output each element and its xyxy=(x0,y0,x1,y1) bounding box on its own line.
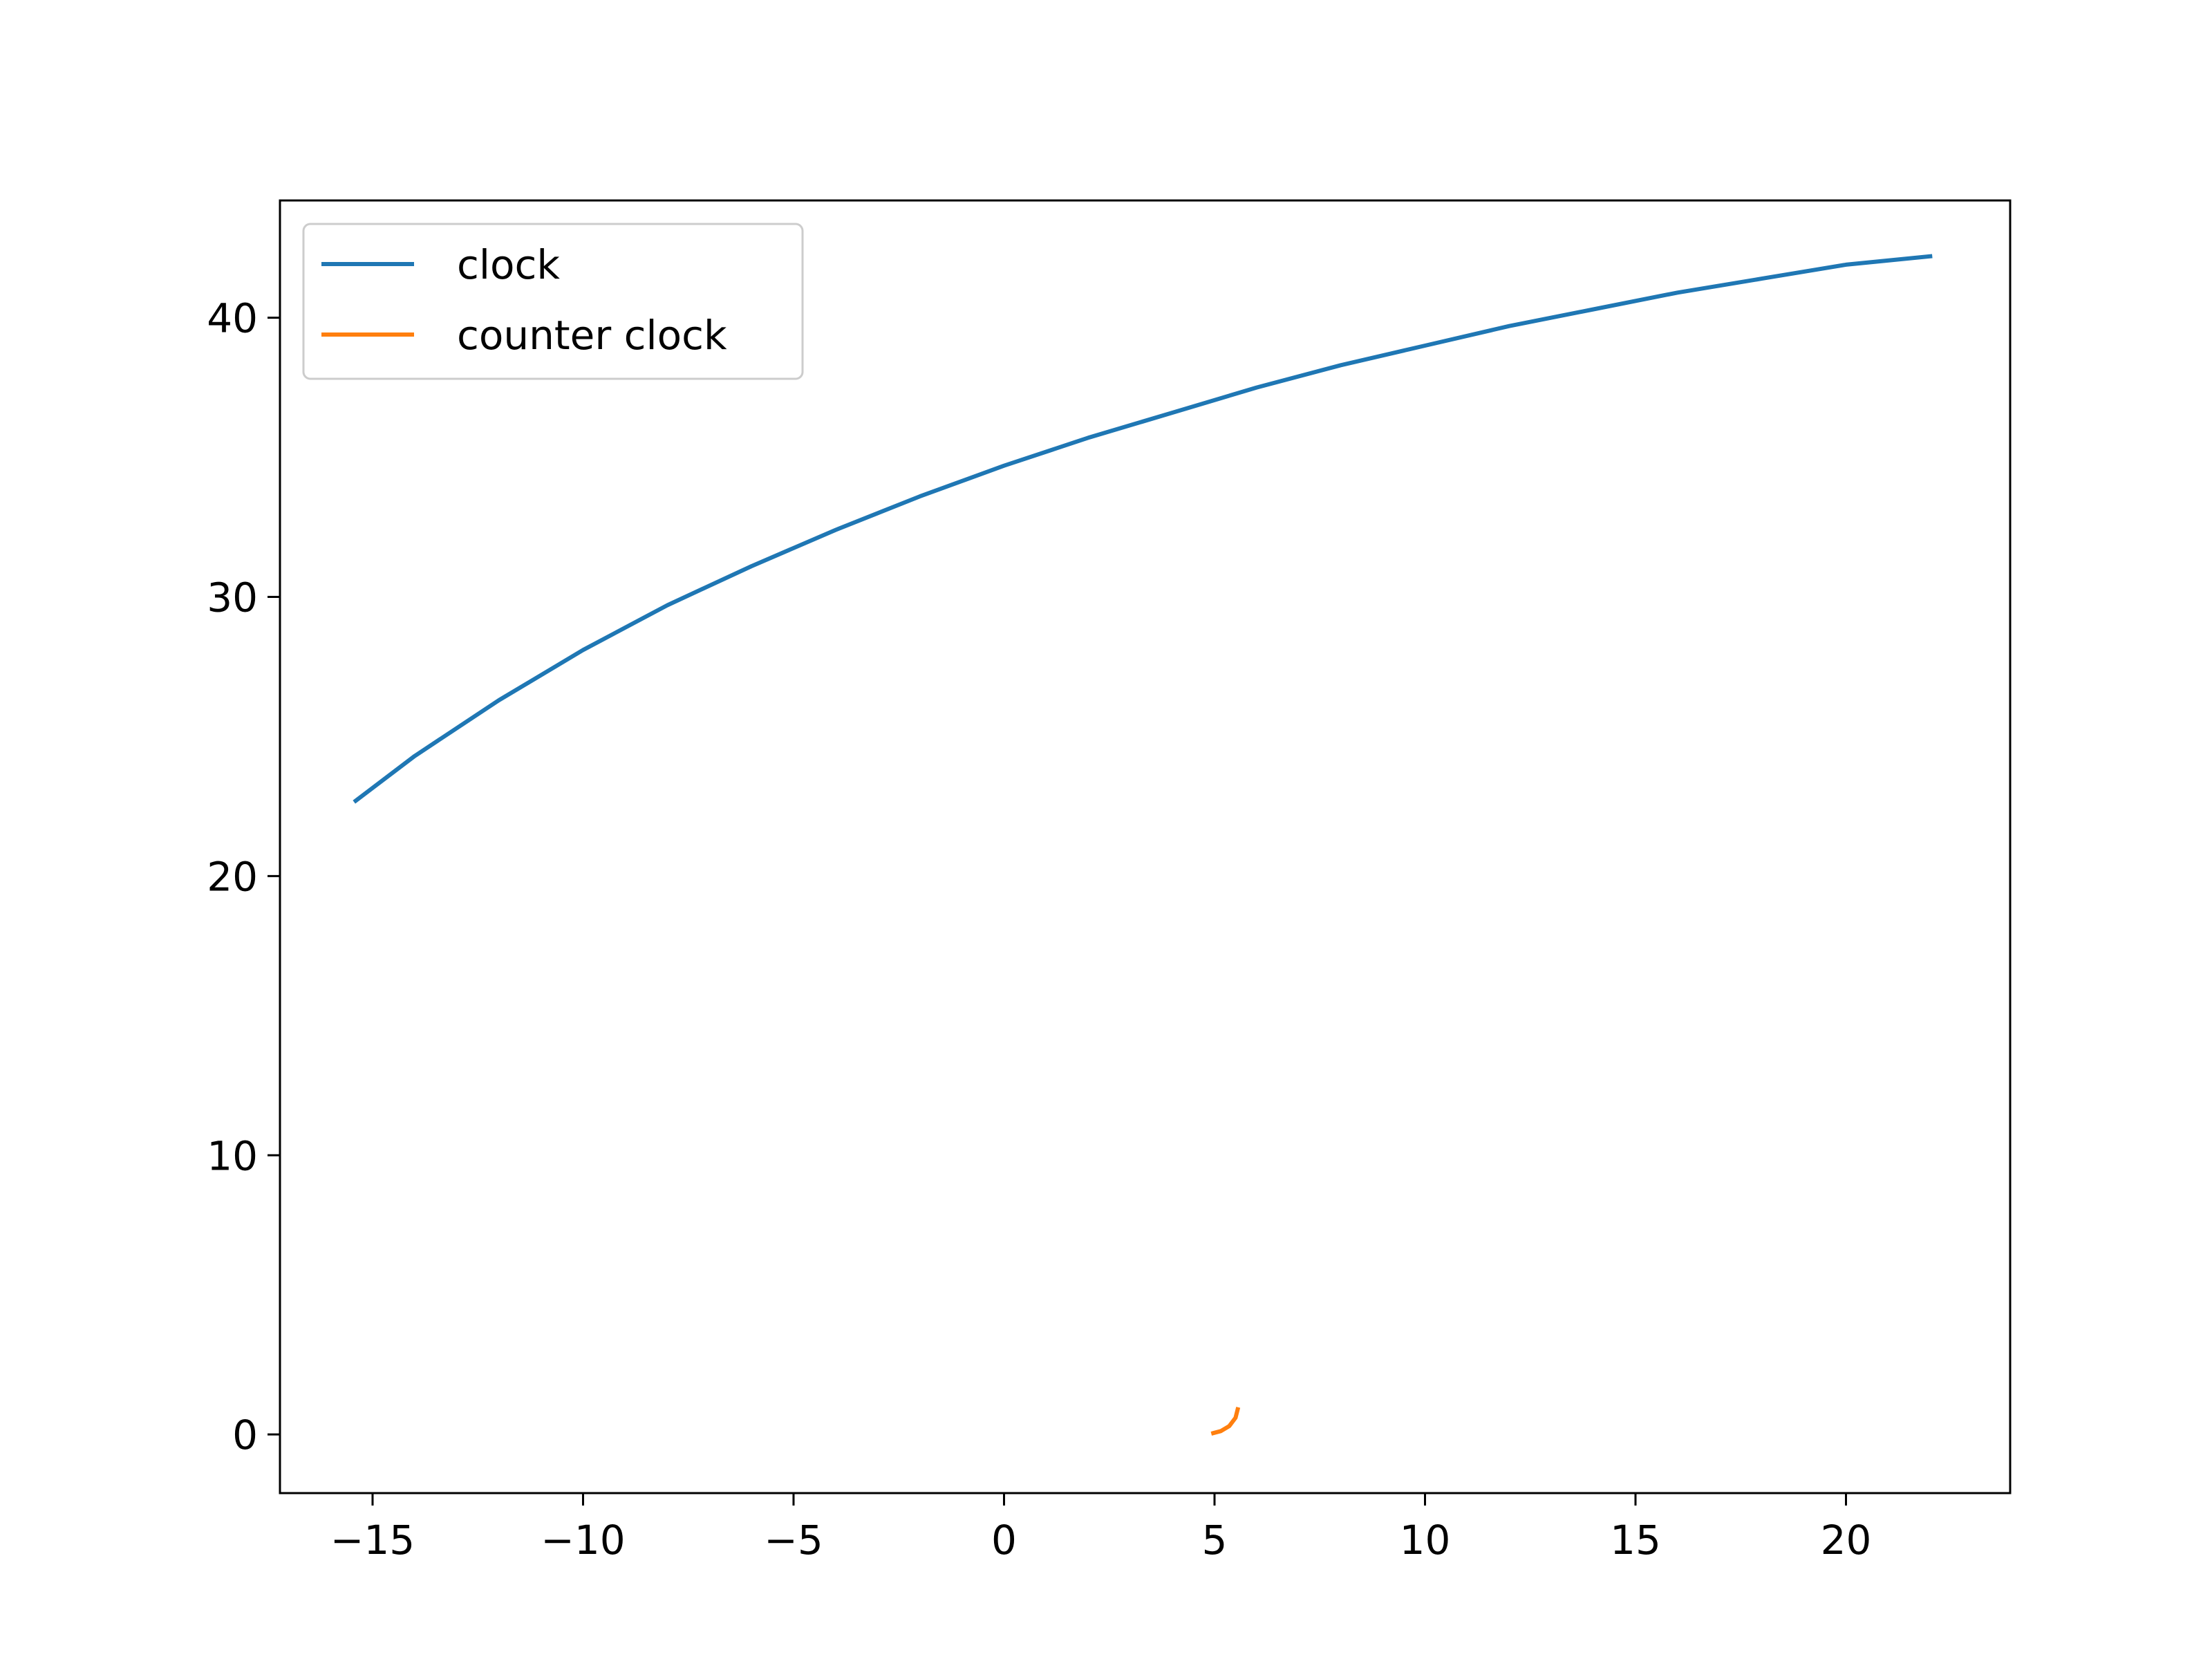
x-tick-label: −15 xyxy=(330,1517,415,1564)
x-tick-label: 10 xyxy=(1400,1517,1451,1564)
x-tick-label: −5 xyxy=(764,1517,823,1564)
legend-label-1: counter clock xyxy=(457,312,727,359)
legend-box xyxy=(302,223,804,380)
x-tick-label: −10 xyxy=(541,1517,625,1564)
series-line-0 xyxy=(353,254,1933,804)
x-tick-label: 20 xyxy=(1821,1517,1872,1564)
x-tick-label: 0 xyxy=(991,1517,1017,1564)
series-line-1 xyxy=(1210,1407,1241,1436)
plot-area xyxy=(353,254,1933,1436)
legend-label-0: clock xyxy=(457,241,560,288)
y-tick-label: 30 xyxy=(207,574,258,621)
axes-frame xyxy=(279,199,2012,1494)
legend: clock counter clock xyxy=(302,223,804,380)
y-tick-label: 20 xyxy=(207,853,258,900)
y-tick-label: 10 xyxy=(207,1132,258,1179)
y-tick-label: 40 xyxy=(207,295,258,342)
y-tick-label: 0 xyxy=(232,1412,258,1459)
x-axis: −15 −10 −5 0 5 10 15 20 xyxy=(330,1493,1872,1564)
x-tick-label: 15 xyxy=(1610,1517,1661,1564)
y-axis: 0 10 20 30 40 xyxy=(207,295,280,1459)
x-tick-label: 5 xyxy=(1202,1517,1228,1564)
